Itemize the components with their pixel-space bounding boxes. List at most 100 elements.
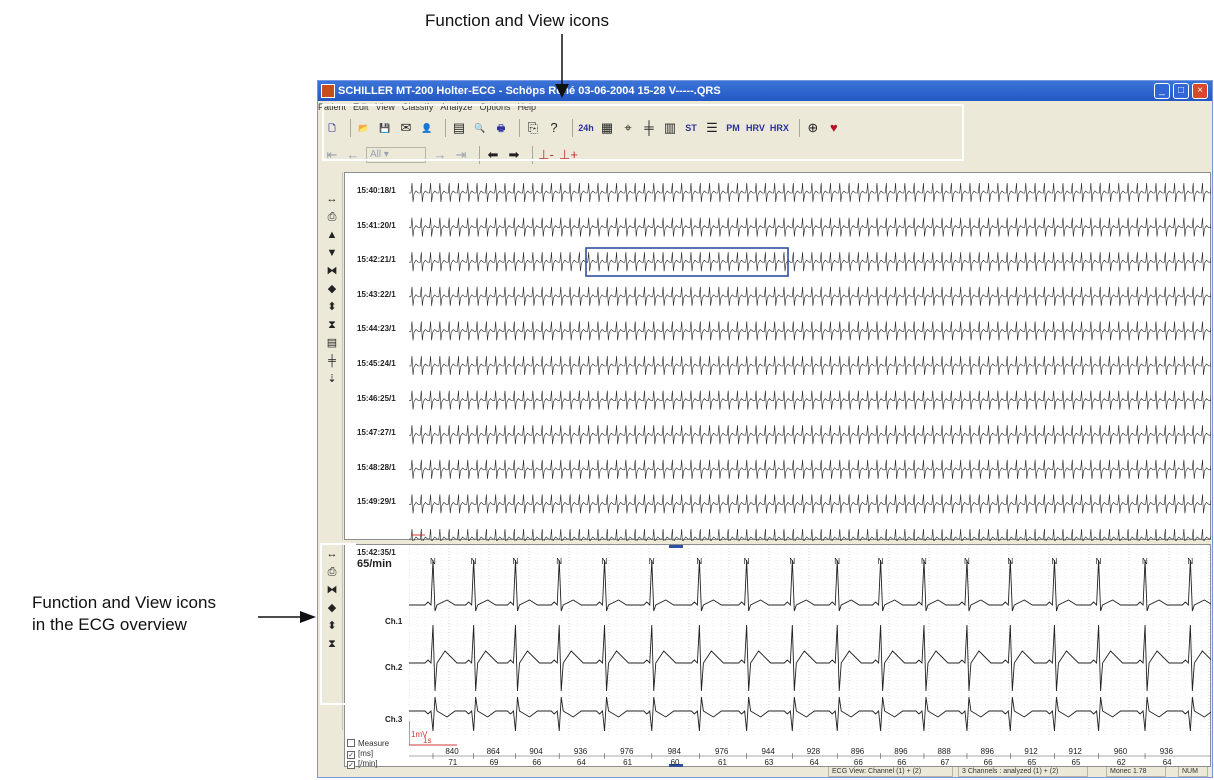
channel-3-label: Ch.3 xyxy=(385,715,403,724)
maximize-button[interactable]: □ xyxy=(1173,83,1189,99)
speed-expand-icon[interactable]: ◆ xyxy=(327,602,337,614)
print-preview-icon[interactable]: 🔍 xyxy=(474,123,486,133)
find-icon[interactable]: ⌖ xyxy=(624,120,632,135)
menu-item-analyze[interactable]: Analyze xyxy=(440,102,473,112)
rr-rate-value: 65 xyxy=(1072,758,1081,767)
crosshair-icon[interactable]: ╪ xyxy=(644,120,654,135)
help-icon[interactable]: ? xyxy=(550,120,558,135)
toolbar-separator xyxy=(798,119,800,137)
ms-checkbox-box[interactable]: ✓ xyxy=(347,751,355,759)
rr-rate-value: 66 xyxy=(984,758,993,767)
first-icon[interactable]: ⇤ xyxy=(326,147,338,162)
height-compress-icon[interactable]: ⧗ xyxy=(328,319,336,331)
overview-view-icons: ↔ ⎙ ⧓ ◆ ⬍ ⧗ xyxy=(321,545,343,730)
rr-rate-value: 61 xyxy=(718,758,727,767)
app-icon xyxy=(321,84,335,98)
spacer-icon xyxy=(321,172,343,190)
24h-icon[interactable]: 24h xyxy=(578,123,594,133)
toolbar-separator xyxy=(445,119,446,137)
beat-label: N xyxy=(1142,557,1148,566)
rr-ms-value: 912 xyxy=(1024,747,1038,756)
ms-label: [ms] xyxy=(358,749,374,758)
mark-icon[interactable]: ↔ xyxy=(326,548,338,560)
table-icon[interactable]: ▦ xyxy=(600,120,614,135)
beat-label: N xyxy=(921,557,927,566)
measure-checkbox[interactable]: Measure xyxy=(347,739,389,748)
menu-item-patient[interactable]: Patient xyxy=(318,102,347,112)
mark-icon[interactable]: ↔ xyxy=(326,193,338,205)
ecg-strip-traces[interactable] xyxy=(409,173,1211,541)
channel-2-label: Ch.2 xyxy=(385,663,403,672)
report-icon[interactable]: ▤ xyxy=(452,120,466,135)
hrx-icon[interactable]: HRX xyxy=(769,123,789,133)
title-bar[interactable]: SCHILLER MT-200 Holter-ECG - Schöps René… xyxy=(318,81,1212,101)
speed-compress-icon[interactable]: ⧓ xyxy=(326,265,338,277)
print-strip-icon[interactable]: ⎙ xyxy=(327,211,337,223)
prev-icon[interactable]: ← xyxy=(346,147,360,162)
callout-overview-line1: Function and View icons xyxy=(32,593,216,612)
ms-checkbox[interactable]: ✓ [ms] xyxy=(347,749,373,759)
menu-item-help[interactable]: Help xyxy=(517,102,536,112)
ecg-strip-panel[interactable]: 15:40:18/1 15:41:20/1 15:42:21/1 15:43:22/1… xyxy=(344,172,1211,541)
height-expand-icon[interactable]: ⬍ xyxy=(327,301,337,313)
st-icon[interactable]: ST xyxy=(685,123,697,133)
rr-ms-value: 984 xyxy=(668,747,682,756)
last-icon[interactable]: ⇥ xyxy=(455,147,467,162)
minimize-button[interactable]: _ xyxy=(1154,83,1170,99)
forward-icon[interactable]: ➡ xyxy=(508,147,520,162)
minus-icon[interactable]: ⊥- xyxy=(538,147,554,162)
strip-time-label: 15:41:20/1 xyxy=(357,220,396,230)
layers-icon[interactable]: ☰ xyxy=(706,120,718,135)
menu-item-options[interactable]: Options xyxy=(479,102,511,112)
rr-ms-value: 960 xyxy=(1114,747,1128,756)
print-icon[interactable]: 🖶 xyxy=(496,123,506,133)
menu-item-edit[interactable]: Edit xyxy=(353,102,369,112)
open-icon[interactable]: 📂 xyxy=(358,123,370,133)
rr-rate-value: 64 xyxy=(577,758,586,767)
save-icon[interactable]: 💾 xyxy=(379,123,391,133)
rr-ms-value: 976 xyxy=(715,747,729,756)
rr-rate-value: 63 xyxy=(764,758,773,767)
next-icon[interactable]: → xyxy=(433,147,447,162)
back-icon[interactable]: ⬅ xyxy=(487,147,499,162)
plus-icon[interactable]: ⊥+ xyxy=(559,147,578,162)
ecg-strip-row xyxy=(409,355,1211,376)
height-expand-icon[interactable]: ⬍ xyxy=(327,620,337,632)
amplitude-up-icon[interactable]: ▲ xyxy=(326,229,338,241)
rr-ms-value: 976 xyxy=(620,747,634,756)
rr-ms-value: 936 xyxy=(574,747,588,756)
speed-expand-icon[interactable]: ◆ xyxy=(327,283,337,295)
sort-icon[interactable]: ⇣ xyxy=(327,373,337,385)
menu-item-classify[interactable]: Classify xyxy=(401,102,434,112)
height-compress-icon[interactable]: ⧗ xyxy=(328,638,336,650)
close-button[interactable]: × xyxy=(1192,83,1208,99)
mail-icon[interactable]: ✉ xyxy=(400,120,412,135)
rate-checkbox[interactable]: ✓ [/min] xyxy=(347,759,378,769)
beat-label: N xyxy=(744,557,750,566)
channel-select-icon[interactable]: ▤ xyxy=(326,337,338,349)
strip-view-icons: ↔ ⎙ ▲ ▼ ⧓ ◆ ⬍ ⧗ ▤ ╪ ⇣ xyxy=(321,172,343,540)
beat-label: N xyxy=(1051,557,1057,566)
pm-icon[interactable]: PM xyxy=(726,123,740,133)
strip-selection-box[interactable] xyxy=(585,247,789,277)
zoom-icon[interactable]: ⊕ xyxy=(807,120,819,135)
beat-label: N xyxy=(789,557,795,566)
export-icon[interactable]: ⎘ xyxy=(527,120,539,135)
menu-item-view[interactable]: View xyxy=(375,102,395,112)
filter-dropdown[interactable]: All ▾ xyxy=(366,147,426,163)
print-overview-icon[interactable]: ⎙ xyxy=(327,566,337,578)
amplitude-down-icon[interactable]: ▼ xyxy=(326,247,338,259)
bar-chart-icon[interactable]: ▥ xyxy=(663,120,677,135)
toolbar-main: 🗋 📂 💾 ✉ 👤 ▤ 🔍 🖶 ⎘? 24h ▦ ⌖ ╪ ▥ ST ☰ PM HRV HRX ⊕ ♥ xyxy=(324,117,847,141)
hrv-icon[interactable]: HRV xyxy=(746,123,765,133)
rate-checkbox-box[interactable]: ✓ xyxy=(347,761,355,769)
patient-icon[interactable]: 👤 xyxy=(421,123,433,133)
speed-compress-icon[interactable]: ⧓ xyxy=(326,584,338,596)
heart-icon[interactable]: ♥ xyxy=(830,120,838,135)
measure-checkbox-box[interactable] xyxy=(347,739,355,747)
toolbar-separator xyxy=(519,119,520,137)
new-icon[interactable]: 🗋 xyxy=(328,123,336,133)
ecg-overview-panel[interactable]: 15:42:35/1 65/min Ch.1 Ch.2 Ch.3 Measure… xyxy=(344,544,1211,769)
baseline-icon[interactable]: ╪ xyxy=(328,355,336,367)
